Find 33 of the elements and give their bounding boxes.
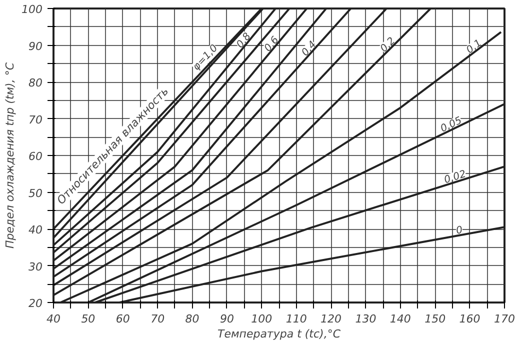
x-tick-label: 170 — [494, 312, 515, 326]
x-tick-label: 100 — [251, 312, 272, 326]
y-tick-label: 70 — [28, 113, 43, 126]
text: 0 — [455, 224, 464, 237]
x-tick-label: 130 — [355, 312, 376, 326]
text: 0,2 — [378, 36, 398, 55]
x-tick-label: 50 — [81, 312, 96, 326]
x-tick-label: 160 — [459, 312, 480, 326]
x-axis-title: Температура t (tc),°C — [217, 328, 341, 340]
x-tick-label: 140 — [390, 312, 411, 326]
x-tick-label: 80 — [185, 312, 200, 326]
y-tick-label: 30 — [28, 260, 43, 274]
y-tick-label: 60 — [28, 150, 43, 163]
text: 0,1 — [464, 38, 484, 56]
x-tick-label: 70 — [150, 312, 165, 326]
y-axis-title: Предел охлаждения tпр (tм), °C — [4, 62, 17, 249]
x-tick-label: 150 — [424, 312, 446, 326]
y-tick-label: 40 — [28, 224, 43, 236]
y-tick-label: 90 — [28, 40, 43, 53]
text: 0,8 — [234, 31, 254, 50]
text: 0,4 — [300, 39, 319, 59]
y-tick-label: 50 — [28, 186, 43, 200]
text: 0,05 — [438, 115, 464, 135]
text: 0,02 — [442, 168, 468, 186]
x-tick-label: 110 — [286, 312, 307, 326]
y-tick-label: 20 — [28, 297, 43, 310]
x-tick-label: 90 — [220, 312, 234, 326]
x-tick-label: 120 — [320, 312, 342, 326]
text: 0,6 — [262, 34, 282, 54]
y-tick-label: 100 — [22, 3, 43, 16]
y-tick-label: 80 — [28, 76, 43, 90]
x-tick-label: 40 — [46, 312, 60, 326]
x-tick-label: 60 — [116, 312, 130, 326]
